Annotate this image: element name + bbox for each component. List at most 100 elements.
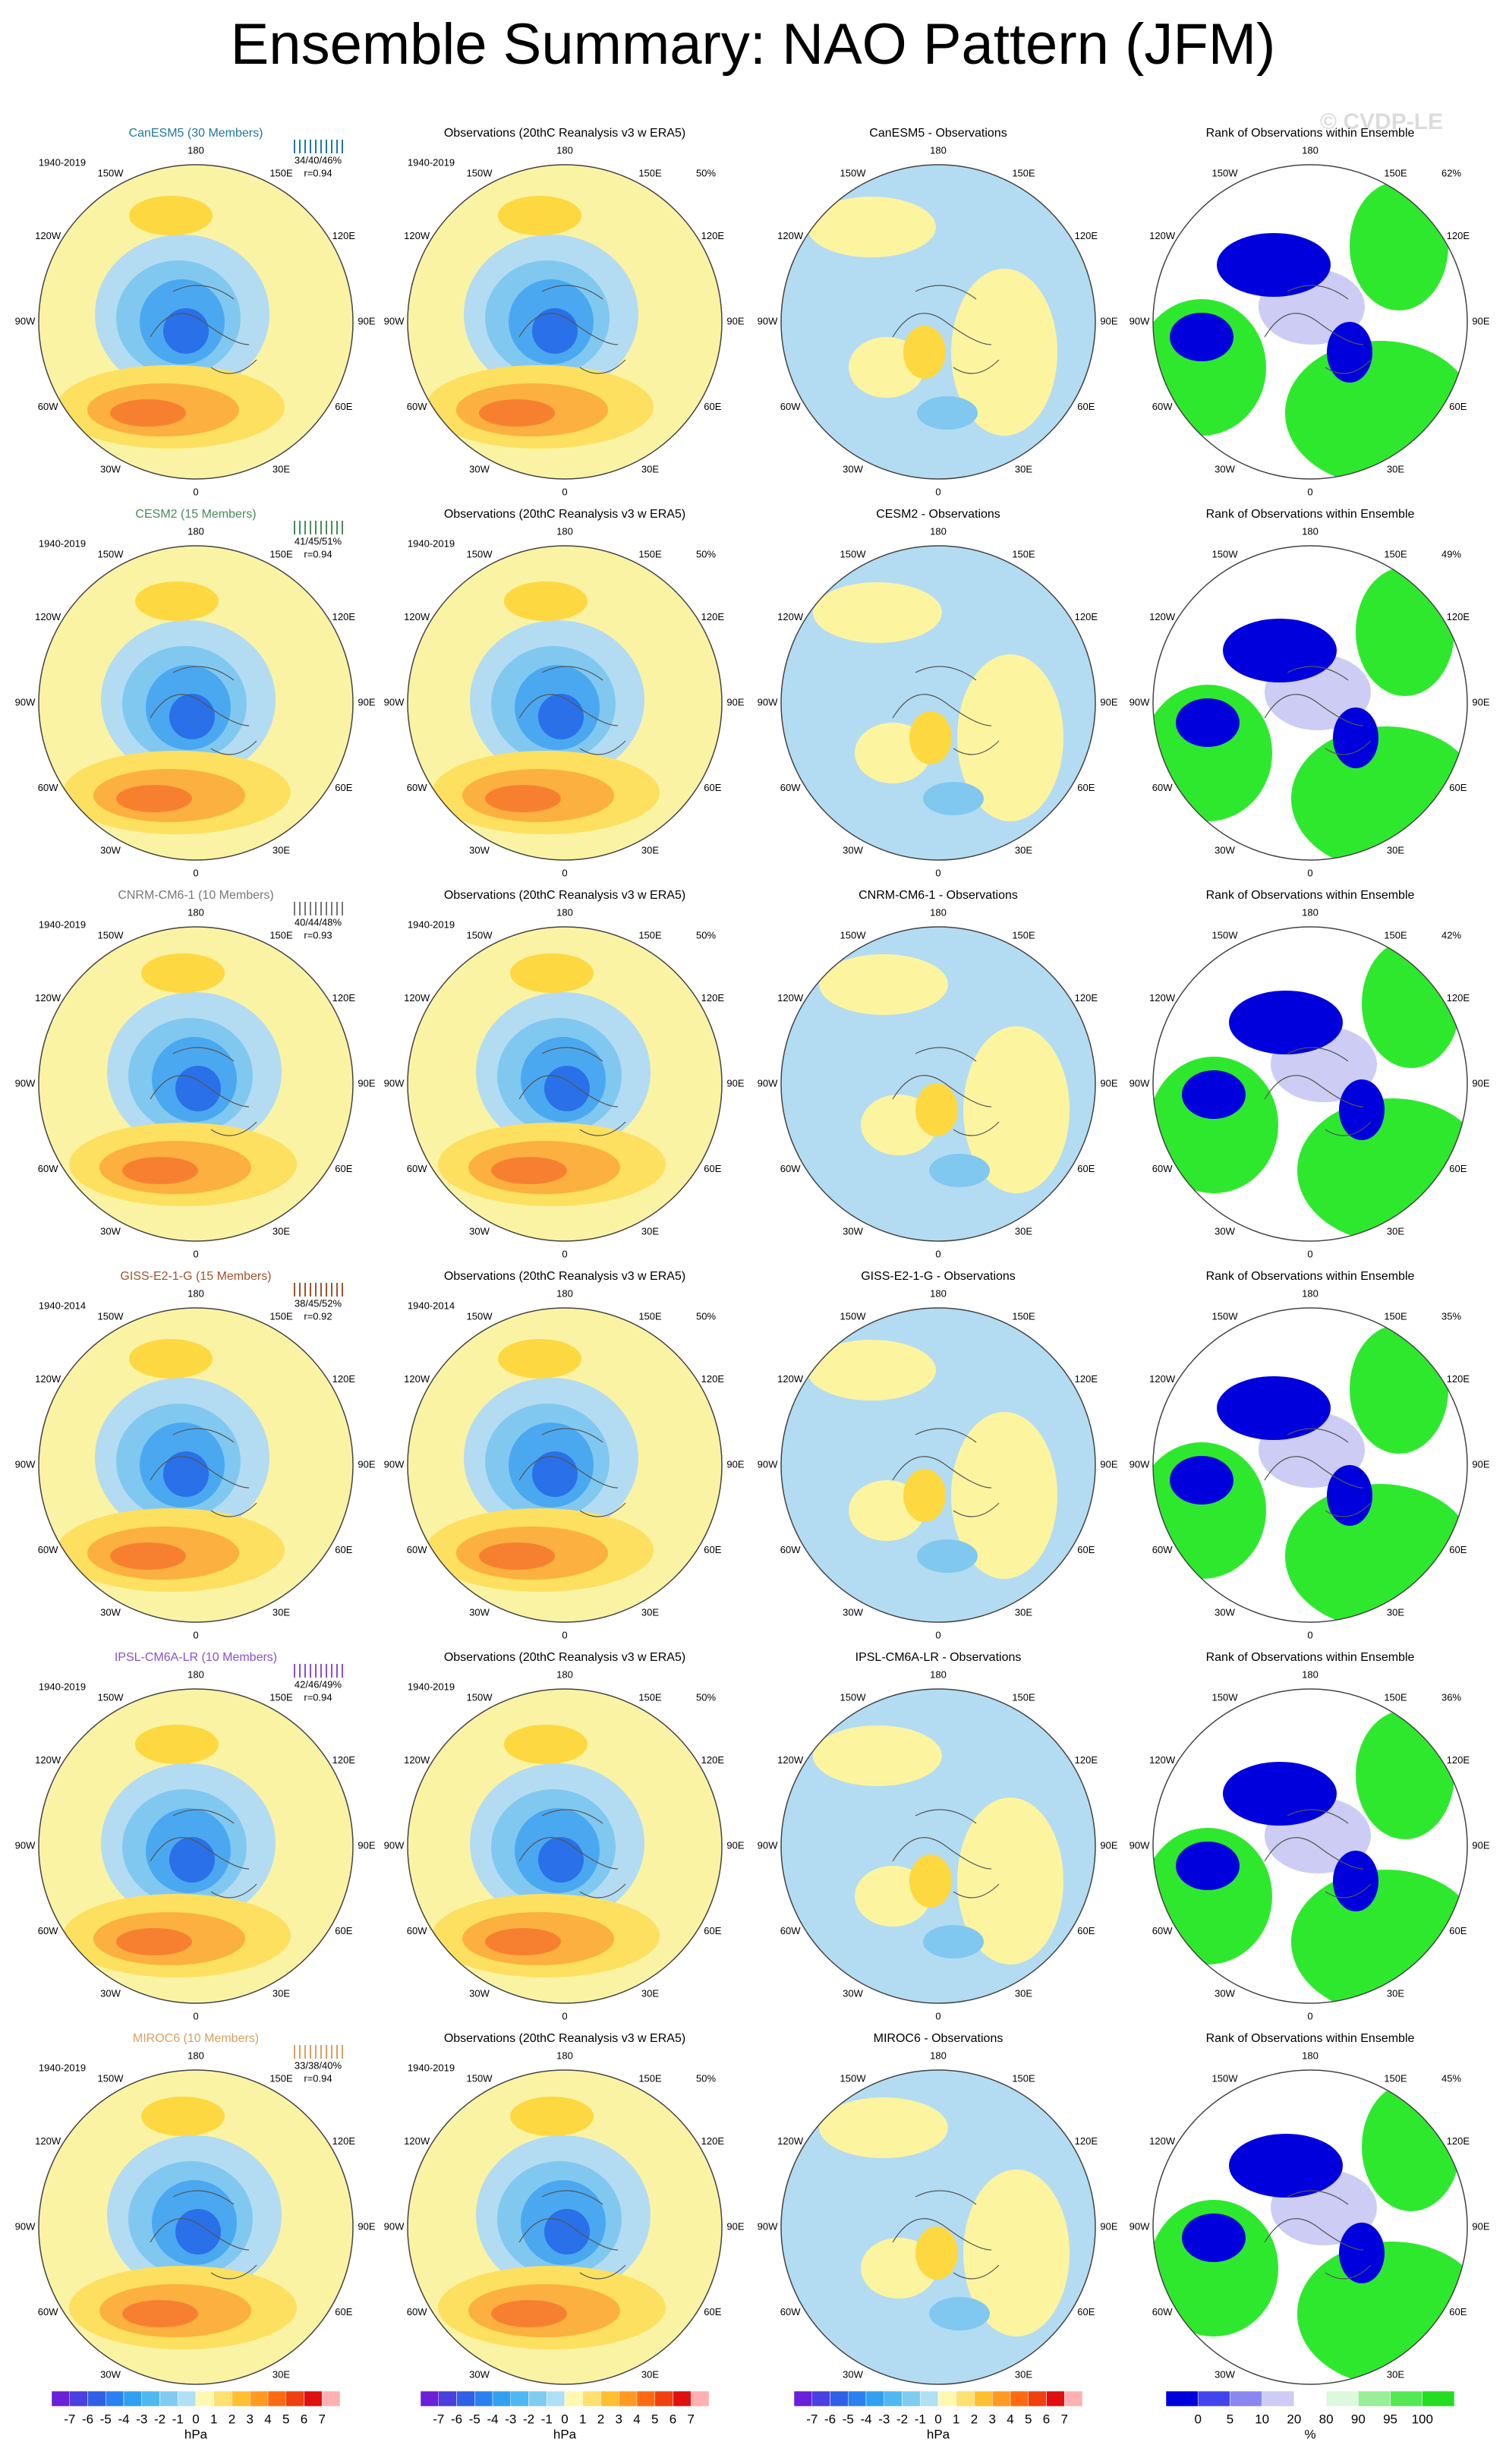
longitude-label: 150E xyxy=(1384,549,1407,560)
map-region xyxy=(1339,1079,1385,1140)
longitude-label: 180 xyxy=(556,1287,573,1299)
longitude-label: 150W xyxy=(467,2073,493,2084)
longitude-label: 30W xyxy=(1215,1606,1235,1618)
longitude-label: 30W xyxy=(1215,463,1235,474)
longitude-label: 30E xyxy=(1015,463,1032,474)
panel-title: Observations (20thC Reanalysis v3 w ERA5… xyxy=(444,508,685,521)
map xyxy=(39,165,353,479)
longitude-label: 150E xyxy=(638,549,662,560)
colorbar-box xyxy=(902,2390,921,2407)
longitude-label: 90E xyxy=(1472,696,1489,707)
colorbar-label: -4 xyxy=(118,2412,129,2426)
map-region xyxy=(122,1157,198,1184)
longitude-label: 60E xyxy=(1449,1544,1467,1555)
longitude-label: 60W xyxy=(38,1544,58,1555)
colorbar-label: -6 xyxy=(824,2412,836,2426)
longitude-label: 30E xyxy=(273,1225,290,1237)
longitude-label: 150W xyxy=(467,1692,493,1703)
longitude-label: 150E xyxy=(1012,2073,1035,2084)
colorbar-label: -5 xyxy=(100,2412,112,2426)
longitude-label: 90W xyxy=(384,1458,405,1470)
longitude-label: 120E xyxy=(701,230,725,241)
colorbar-label: 80 xyxy=(1319,2412,1334,2426)
percent-label: 36% xyxy=(1441,1691,1461,1703)
longitude-label: 60W xyxy=(780,1544,801,1555)
longitude-label: 30E xyxy=(273,1606,290,1618)
longitude-label: 60W xyxy=(1152,1544,1173,1555)
longitude-label: 150E xyxy=(269,549,293,560)
longitude-label: 120W xyxy=(404,2135,430,2147)
period-label: 1940-2019 xyxy=(408,2062,455,2073)
period-label: 1940-2014 xyxy=(39,1300,86,1311)
longitude-label: 120E xyxy=(332,230,356,241)
colorbar-box xyxy=(992,2390,1011,2407)
longitude-label: 150E xyxy=(1384,930,1407,941)
longitude-label: 60W xyxy=(780,401,801,412)
longitude-label: 0 xyxy=(1307,1629,1312,1640)
longitude-label: 120E xyxy=(332,1373,356,1385)
longitude-label: 120W xyxy=(35,230,61,241)
longitude-label: 30E xyxy=(1015,1987,1032,1999)
longitude-label: 180 xyxy=(556,2050,573,2061)
period-label: 1940-2019 xyxy=(39,1681,86,1692)
colorbar-box xyxy=(1262,2390,1295,2407)
longitude-label: 150W xyxy=(1212,168,1239,179)
map xyxy=(39,2070,353,2384)
map-region xyxy=(485,785,561,812)
longitude-label: 150W xyxy=(467,549,493,560)
longitude-label: 90E xyxy=(1472,1839,1489,1851)
map xyxy=(1153,927,1467,1241)
longitude-label: 30E xyxy=(1387,1225,1404,1237)
period-label: 1940-2014 xyxy=(408,1300,455,1311)
map-outline xyxy=(780,926,1096,1242)
map-region xyxy=(1339,2223,1385,2283)
map-region xyxy=(807,197,936,257)
longitude-label: 150W xyxy=(98,930,124,941)
longitude-label: 60W xyxy=(780,2306,801,2317)
map-region xyxy=(813,582,942,643)
longitude-label: 150W xyxy=(467,1311,493,1322)
colorbar-box xyxy=(528,2390,547,2407)
map xyxy=(408,1689,722,2003)
longitude-label: 120E xyxy=(1075,992,1098,1004)
longitude-label: 30W xyxy=(100,1987,121,1999)
longitude-label: 30E xyxy=(1387,2368,1404,2380)
map-region xyxy=(1170,313,1233,361)
longitude-label: 150W xyxy=(98,1692,124,1703)
longitude-label: 60E xyxy=(335,782,352,793)
longitude-label: 180 xyxy=(187,144,204,156)
longitude-label: 60W xyxy=(407,2306,427,2317)
longitude-label: 30E xyxy=(1387,1987,1404,1999)
longitude-label: 30W xyxy=(1215,844,1235,855)
longitude-label: 60E xyxy=(704,1925,721,1936)
longitude-label: 60W xyxy=(1152,1925,1173,1936)
coastline xyxy=(518,1428,626,1517)
panel-title: Rank of Observations within Ensemble xyxy=(1206,508,1415,521)
coastline xyxy=(518,285,626,374)
map-region xyxy=(479,399,555,427)
longitude-label: 60E xyxy=(1077,1925,1095,1936)
longitude-label: 180 xyxy=(187,1287,204,1299)
correlation-label: r=0.92 xyxy=(304,1310,332,1322)
longitude-label: 90W xyxy=(758,315,778,326)
period-label: 1940-2019 xyxy=(408,918,455,930)
map xyxy=(408,546,722,860)
longitude-label: 180 xyxy=(1302,144,1319,156)
map-outline xyxy=(1152,2069,1468,2385)
colorbar-box xyxy=(456,2390,475,2407)
map-region xyxy=(1333,707,1378,768)
map-region xyxy=(510,2097,594,2136)
figure-title: Ensemble Summary: NAO Pattern (JFM) xyxy=(231,12,1276,77)
colorbar-label: -2 xyxy=(896,2412,908,2426)
map-region xyxy=(957,654,1063,821)
map-outline xyxy=(1152,545,1468,861)
map-region xyxy=(141,953,225,993)
longitude-label: 60W xyxy=(38,2306,58,2317)
map-region xyxy=(1350,1325,1448,1454)
map-outline xyxy=(780,1688,1096,2004)
map-region xyxy=(923,1925,984,1958)
map-region xyxy=(909,1854,952,1908)
longitude-label: 150W xyxy=(1212,1311,1239,1322)
map-region xyxy=(1153,2200,1278,2336)
